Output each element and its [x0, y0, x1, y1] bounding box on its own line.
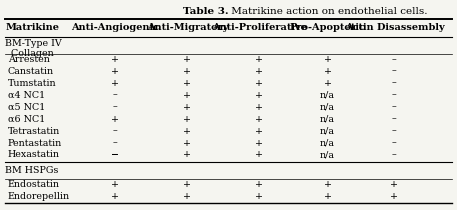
Text: Anti-Migratory: Anti-Migratory: [147, 23, 228, 32]
Text: Table 3.: Table 3.: [183, 7, 228, 16]
Text: Matrikine: Matrikine: [5, 23, 59, 32]
Text: +: +: [255, 127, 263, 135]
Text: +: +: [324, 180, 332, 189]
Text: +: +: [111, 180, 119, 189]
Text: –: –: [113, 139, 117, 147]
Text: –: –: [392, 139, 397, 147]
Text: +: +: [324, 55, 332, 64]
Text: +: +: [324, 79, 332, 88]
Text: Tetrastatin: Tetrastatin: [8, 127, 60, 135]
Text: +: +: [390, 192, 399, 201]
Text: n/a: n/a: [320, 91, 335, 100]
Text: Canstatin: Canstatin: [8, 67, 54, 76]
Text: +: +: [255, 151, 263, 159]
Text: –: –: [392, 127, 397, 135]
Text: Hexastatin: Hexastatin: [8, 151, 60, 159]
Text: +: +: [183, 139, 191, 147]
Text: Arresten: Arresten: [8, 55, 50, 64]
Text: +: +: [255, 79, 263, 88]
Text: +: +: [183, 91, 191, 100]
Text: −: −: [111, 151, 119, 159]
Text: +: +: [183, 115, 191, 123]
Text: +: +: [255, 67, 263, 76]
Text: Pro-Apoptotic: Pro-Apoptotic: [290, 23, 366, 32]
Text: –: –: [392, 79, 397, 88]
Text: BM HSPGs: BM HSPGs: [5, 166, 59, 175]
Text: Matrikine action on endothelial cells.: Matrikine action on endothelial cells.: [228, 7, 428, 16]
Text: +: +: [183, 192, 191, 201]
Text: +: +: [255, 139, 263, 147]
Text: α4 NC1: α4 NC1: [8, 91, 45, 100]
Text: –: –: [392, 91, 397, 100]
Text: –: –: [392, 103, 397, 112]
Text: –: –: [392, 67, 397, 76]
Text: +: +: [255, 115, 263, 123]
Text: +: +: [390, 180, 399, 189]
Text: n/a: n/a: [320, 151, 335, 159]
Text: –: –: [113, 103, 117, 112]
Text: n/a: n/a: [320, 139, 335, 147]
Text: +: +: [111, 67, 119, 76]
Text: Pentastatin: Pentastatin: [8, 139, 62, 147]
Text: +: +: [255, 180, 263, 189]
Text: +: +: [324, 192, 332, 201]
Text: α5 NC1: α5 NC1: [8, 103, 45, 112]
Text: –: –: [113, 91, 117, 100]
Text: BM-Type IV: BM-Type IV: [5, 39, 62, 48]
Text: Endostatin: Endostatin: [8, 180, 60, 189]
Text: +: +: [111, 79, 119, 88]
Text: +: +: [183, 127, 191, 135]
Text: +: +: [111, 55, 119, 64]
Text: –: –: [392, 151, 397, 159]
Text: n/a: n/a: [320, 127, 335, 135]
Text: n/a: n/a: [320, 103, 335, 112]
Text: Anti-Proliferative: Anti-Proliferative: [212, 23, 307, 32]
Text: Collagen: Collagen: [5, 49, 54, 58]
Text: α6 NC1: α6 NC1: [8, 115, 45, 123]
Text: +: +: [255, 103, 263, 112]
Text: –: –: [113, 127, 117, 135]
Text: +: +: [255, 91, 263, 100]
Text: +: +: [183, 151, 191, 159]
Text: +: +: [183, 55, 191, 64]
Text: +: +: [255, 55, 263, 64]
Text: +: +: [183, 103, 191, 112]
Text: n/a: n/a: [320, 115, 335, 123]
Text: +: +: [324, 67, 332, 76]
Text: –: –: [392, 55, 397, 64]
Text: +: +: [111, 115, 119, 123]
Text: Tumstatin: Tumstatin: [8, 79, 56, 88]
Text: +: +: [183, 79, 191, 88]
Text: +: +: [183, 67, 191, 76]
Text: –: –: [392, 115, 397, 123]
Text: Endorepellin: Endorepellin: [8, 192, 70, 201]
Text: +: +: [111, 192, 119, 201]
Text: +: +: [255, 192, 263, 201]
Text: Anti-Angiogenic: Anti-Angiogenic: [71, 23, 159, 32]
Text: Actin Disassembly: Actin Disassembly: [345, 23, 444, 32]
Text: +: +: [183, 180, 191, 189]
